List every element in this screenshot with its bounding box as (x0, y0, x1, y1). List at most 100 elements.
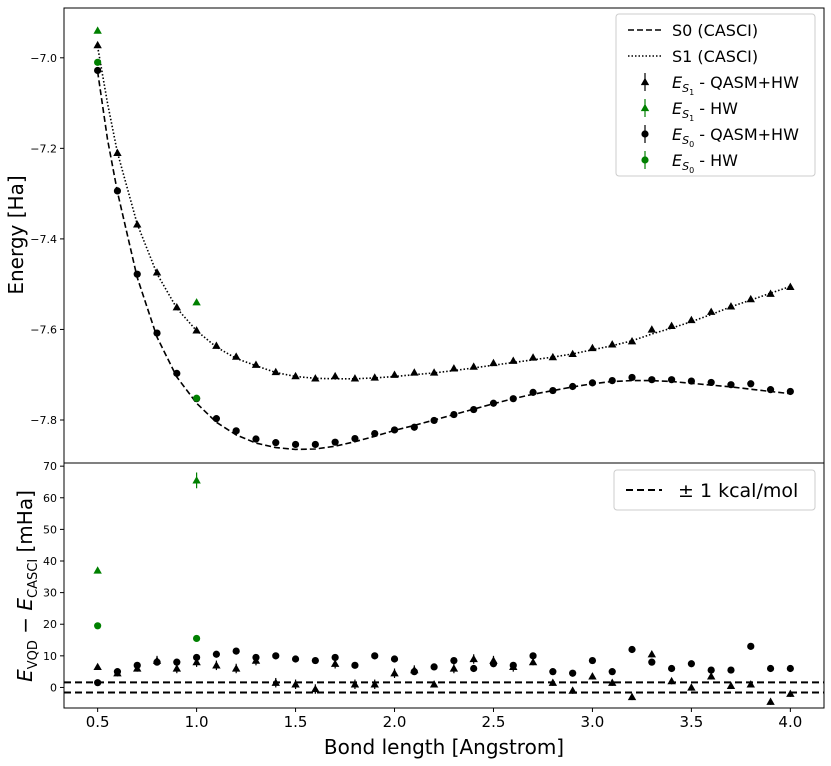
energy-circle-point (707, 378, 715, 387)
x-tick-label: 0.5 (86, 713, 110, 731)
error-circle-point (786, 664, 794, 673)
error-circle-point (212, 650, 220, 658)
energy-triangle-point (172, 303, 182, 311)
error-triangle-point (528, 657, 538, 666)
error-legend-box (613, 469, 816, 511)
error-panel: 0 10 20 30 40 50 60 70 0.5 1.0 1.5 2.0 2.5 3.0 3.5 4.0… (13, 460, 825, 759)
energy-triangle-point (528, 353, 538, 361)
x-tick-label: 3.5 (679, 713, 703, 731)
error-triangle-point (706, 672, 716, 680)
legend-circle-swatch (641, 130, 649, 138)
error-y-tick-label: 30 (43, 587, 57, 600)
energy-triangle-point (608, 340, 617, 348)
energy-circle-point (291, 440, 300, 449)
energy-circle-point (489, 399, 498, 407)
error-circle-point (450, 656, 458, 665)
error-circle-point (628, 645, 636, 654)
error-triangle-point (429, 680, 439, 688)
error-circle-point (173, 658, 181, 666)
energy-y-tick-label: −7.8 (30, 414, 57, 427)
energy-legend-box (615, 13, 816, 177)
energy-circle-point (727, 381, 735, 389)
energy-y-tick-label: −7.4 (30, 233, 57, 246)
energy-triangle-point (766, 289, 775, 297)
error-circle-point (193, 634, 201, 643)
error-triangle-point (370, 680, 379, 688)
error-triangle-point (687, 683, 696, 691)
energy-triangle-point (192, 298, 201, 306)
energy-circle-point (410, 423, 418, 431)
energy-circle-point (153, 329, 161, 337)
energy-legend-entry: S1 (CASCI) (628, 47, 758, 66)
energy-circle-point (648, 376, 656, 384)
error-triangle-point (271, 678, 280, 686)
error-circle-point (608, 668, 616, 676)
error-circle-point (747, 642, 755, 650)
error-circle-point (351, 661, 359, 669)
energy-triangle-point (390, 370, 399, 378)
error-circle-point (648, 658, 656, 666)
legend-label: ± 1 kcal/mol (678, 480, 798, 502)
error-triangle-point (647, 650, 657, 658)
error-circle-point (529, 652, 537, 660)
legend-triangle-swatch (640, 77, 650, 86)
energy-circle-point (608, 377, 616, 385)
energy-circle-point (113, 187, 122, 195)
error-y-tick-label: 60 (43, 492, 57, 505)
error-circle-point (707, 666, 715, 674)
error-circle-point (470, 664, 478, 673)
error-triangle-point (350, 680, 360, 688)
energy-legend-entry: ES1 - QASM+HW (640, 73, 799, 97)
energy-circle-point (272, 439, 280, 447)
energy-triangle-point (627, 337, 637, 345)
energy-triangle-point (370, 373, 379, 381)
legend-label: ES0 - QASM+HW (672, 125, 799, 149)
energy-circle-point (252, 435, 260, 443)
error-triangle-point (627, 692, 637, 701)
energy-triangle-point (588, 343, 597, 352)
error-triangle-point (311, 684, 320, 693)
energy-circle-point (94, 58, 102, 66)
legend-label: ES1 - HW (672, 99, 738, 123)
error-circle-point (569, 669, 577, 677)
error-legend: ± 1 kcal/mol (613, 469, 816, 511)
error-circle-point (232, 647, 240, 655)
energy-circle-point (351, 434, 359, 443)
energy-triangle-point (350, 374, 360, 382)
energy-circle-point (331, 438, 339, 446)
error-circle-point (430, 663, 438, 671)
energy-triangle-point (509, 356, 518, 364)
error-triangle-point (568, 686, 577, 694)
energy-triangle-point (133, 220, 142, 228)
energy-panel: −7.8 −7.6 −7.4 −7.2 −7.0 Energy [Ha] S0 (CAS… (4, 7, 825, 464)
kcal-reference-lines (64, 681, 824, 694)
energy-triangle-point (429, 368, 439, 376)
x-axis-label: Bond length [Angstrom] (324, 735, 564, 759)
x-tick-label: 2.0 (383, 713, 407, 731)
error-circle-point (489, 660, 498, 668)
error-circle-point (94, 622, 102, 630)
x-tick-label: 2.5 (482, 713, 506, 731)
energy-legend-entry: ES1 - HW (640, 99, 738, 123)
energy-y-tick-label: −7.2 (30, 142, 57, 155)
error-y-axis-label: EVQD − ECASCI [mHa] (13, 490, 41, 682)
error-circle-point (687, 660, 695, 668)
error-circle-point (133, 661, 141, 669)
energy-triangle-point (687, 315, 696, 324)
error-triangle-point (469, 654, 478, 663)
error-circle-point (766, 664, 775, 673)
energy-triangle-point (93, 40, 102, 49)
error-circle-point (193, 653, 201, 662)
energy-triangle-point (726, 302, 736, 310)
energy-circle-point (193, 394, 201, 402)
error-triangle-point (93, 662, 102, 671)
error-triangle-point (291, 680, 300, 688)
error-circle-point (549, 668, 557, 676)
energy-circle-point (133, 270, 141, 278)
error-y-tick-label: 0 (50, 681, 57, 694)
error-triangle-point (212, 661, 221, 669)
error-y-tick-label: 40 (43, 555, 57, 568)
energy-triangle-point (291, 371, 300, 380)
energy-triangle-point (449, 364, 459, 372)
